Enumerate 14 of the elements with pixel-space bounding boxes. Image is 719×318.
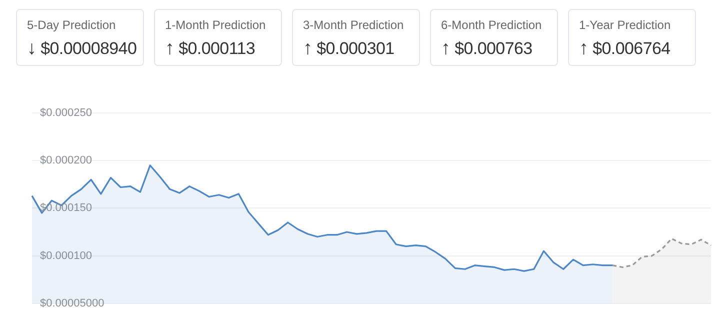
text: ↓ $0.00008940 [27, 38, 137, 59]
text: ↑ $0.000301 [303, 38, 394, 59]
category-label: 5-Day Prediction [27, 18, 117, 32]
y-tick-label: $0.000100 [40, 250, 92, 262]
text: ↑ $0.000113 [165, 38, 256, 59]
text: ↑ $0.006764 [579, 38, 670, 59]
text: ↑ $0.000763 [441, 38, 532, 59]
y-tick-label: $0.000200 [40, 154, 92, 167]
y-tick-label: $0.00005000 [40, 297, 104, 310]
y-tick-label: $0.000250 [40, 107, 92, 120]
category-label: 3-Month Prediction [303, 18, 405, 32]
category-label: 1-Year Prediction [579, 18, 672, 32]
category-label: 1-Month Prediction [165, 18, 267, 32]
category-label: 6-Month Prediction [441, 18, 543, 32]
